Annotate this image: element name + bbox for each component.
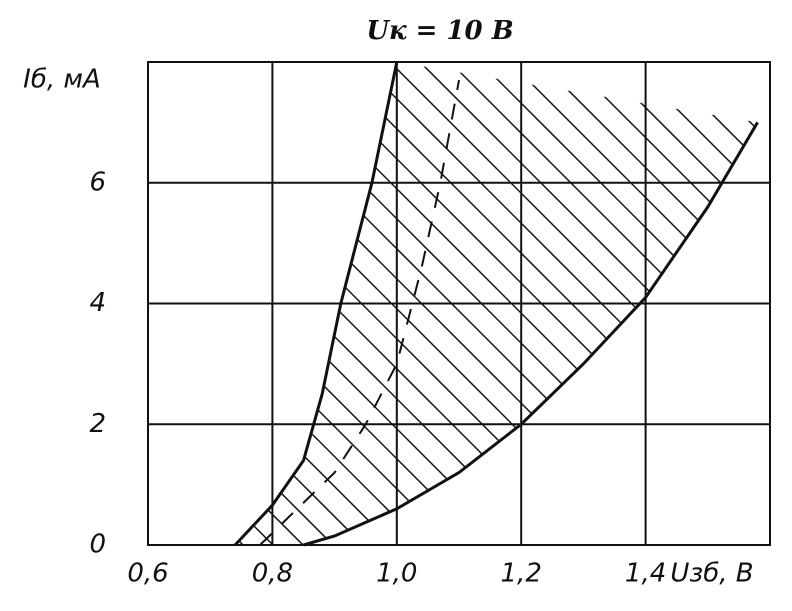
hatch-line [639, 62, 758, 545]
hatch-line [669, 62, 758, 545]
hatch-line [0, 42, 120, 602]
x-tick-label: 1,2 [501, 559, 542, 589]
hatch-line [549, 62, 758, 545]
x-tick-label: 1,4 [625, 559, 666, 589]
hatch-line [235, 62, 481, 545]
chart-title: Uк = 10 В [366, 16, 513, 46]
hatch-line [0, 42, 180, 602]
hatch-line [235, 62, 511, 545]
hatch-line [699, 62, 758, 545]
y-axis-label: Iб, мА [23, 65, 101, 95]
x-tick-label: 1,0 [376, 559, 417, 589]
curve [303, 121, 759, 547]
hatch-line [235, 62, 541, 545]
hatch-line [235, 62, 691, 545]
hatch-line [235, 62, 301, 545]
hatch-line [235, 62, 271, 545]
hatch-line [0, 42, 60, 602]
hatch-line [760, 42, 792, 602]
hatch-line [459, 62, 758, 545]
hatch-line [235, 62, 631, 545]
hatch-line [235, 62, 421, 545]
x-tick-label: 0,8 [252, 559, 293, 589]
hatch-line [235, 62, 601, 545]
hatch-line [235, 62, 721, 545]
hatch-line [729, 62, 758, 545]
hatch-line [235, 62, 241, 545]
hatch-line [235, 62, 661, 545]
hatch-line [519, 62, 758, 545]
hatch-line [235, 62, 451, 545]
hatch-line [369, 62, 758, 545]
y-tick-label: 6 [89, 167, 106, 197]
hatch-line [579, 62, 758, 545]
hatch-line [0, 42, 90, 602]
hatch-line [0, 42, 150, 602]
hatch-line [339, 62, 758, 545]
hatch-line [235, 62, 331, 545]
curve [233, 61, 399, 547]
hatch-line [399, 62, 758, 545]
hatch-line [0, 42, 210, 602]
y-tick-label: 4 [89, 288, 106, 318]
y-tick-label: 0 [89, 530, 106, 560]
hatch-line [279, 62, 758, 545]
hatch-line [235, 62, 571, 545]
hatch-line [609, 62, 758, 545]
x-axis-label: Uзб, В [670, 559, 753, 589]
hatch-line [235, 62, 391, 545]
hatch-line [235, 62, 758, 545]
hatch-line [235, 62, 751, 545]
x-tick-label: 0,6 [127, 559, 168, 589]
curve [259, 79, 460, 546]
y-tick-label: 2 [89, 409, 106, 439]
hatch-line [489, 62, 758, 545]
hatch-line [309, 62, 758, 545]
